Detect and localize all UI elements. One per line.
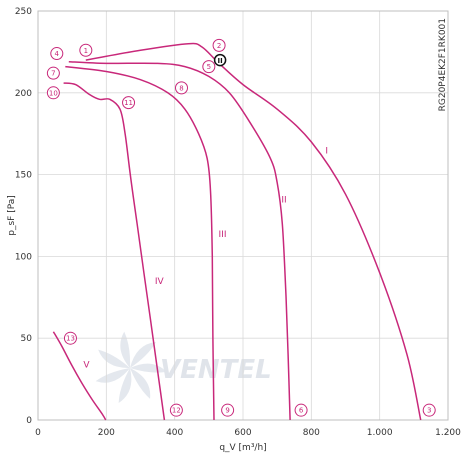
curve-label-V: V xyxy=(83,361,90,371)
marker-12: 12 xyxy=(169,403,183,417)
curve-I xyxy=(85,42,422,421)
marker-number: 7 xyxy=(51,70,55,78)
marker-circle xyxy=(50,47,64,61)
marker-circle xyxy=(79,43,93,57)
curve-label-IV: IV xyxy=(155,277,165,287)
x-tick-label: 800 xyxy=(303,428,320,438)
marker-4: 4 xyxy=(50,47,64,61)
watermark-text: VENTEL xyxy=(160,355,272,385)
marker-number: 10 xyxy=(49,89,58,97)
operating-point-circle xyxy=(213,53,227,67)
marker-circle xyxy=(63,331,77,345)
marker-9: 9 xyxy=(221,403,235,417)
marker-number: 3 xyxy=(427,407,431,415)
model-label: RG20P4EK2F1RK001 xyxy=(438,18,448,111)
marker-13: 13 xyxy=(63,331,77,345)
marker-number: 4 xyxy=(55,50,60,58)
x-tick-label: 1.000 xyxy=(367,428,393,438)
marker-circle xyxy=(212,38,226,52)
marker-5: 5 xyxy=(202,60,216,74)
y-tick-label: 250 xyxy=(15,7,32,17)
marker-number: 9 xyxy=(225,407,229,415)
marker-11: 11 xyxy=(122,96,136,110)
fan-blade xyxy=(120,331,131,368)
x-tick-label: 400 xyxy=(166,428,183,438)
marker-circle xyxy=(422,403,436,417)
y-axis-label: p_sF [Pa] xyxy=(7,195,17,236)
x-tick-labels: 0 200 400 600 800 1.000 1.200 xyxy=(35,428,461,438)
marker-circle xyxy=(46,86,60,100)
marker-number: 2 xyxy=(217,42,221,50)
x-tick-label: 0 xyxy=(35,428,41,438)
curve-label-I: I xyxy=(325,146,328,156)
marker-number: 6 xyxy=(299,407,304,415)
curve-label-III: III xyxy=(219,230,227,240)
marker-3: 3 xyxy=(422,403,436,417)
fan-blade xyxy=(130,368,151,399)
marker-8: 8 xyxy=(175,81,188,95)
x-axis-label: q_V [m³/h] xyxy=(219,443,266,453)
operating-point: II xyxy=(213,53,227,67)
marker-7: 7 xyxy=(46,66,60,80)
marker-circle xyxy=(46,66,60,80)
curve-label-II: II xyxy=(281,195,286,205)
marker-circle xyxy=(169,403,183,417)
plot-frame xyxy=(37,10,449,421)
marker-number: 1 xyxy=(84,47,88,55)
marker-10: 10 xyxy=(46,86,60,100)
curve-V xyxy=(52,331,107,421)
fan-blade xyxy=(130,342,156,368)
marker-number: 5 xyxy=(207,63,211,71)
y-tick-label: 200 xyxy=(15,89,32,99)
marker-2: 2 xyxy=(212,38,226,52)
marker-number: 11 xyxy=(124,99,133,107)
marker-number: 12 xyxy=(172,407,181,415)
marker-circle xyxy=(294,403,308,417)
fan-blade xyxy=(95,368,130,383)
marker-6: 6 xyxy=(294,403,308,417)
watermark: VENTEL xyxy=(95,331,272,403)
curve-III xyxy=(65,65,215,421)
curve-IV xyxy=(63,82,166,421)
y-tick-label: 0 xyxy=(26,416,32,426)
x-tick-label: 200 xyxy=(98,428,115,438)
marker-circle xyxy=(122,96,136,110)
x-tick-label: 600 xyxy=(234,428,251,438)
operating-point-label: II xyxy=(217,57,222,65)
marker-number: 8 xyxy=(179,84,183,92)
y-tick-label: 50 xyxy=(21,334,33,344)
fan-blade xyxy=(118,368,132,403)
grid xyxy=(37,10,449,421)
marker-circle xyxy=(221,403,235,417)
y-tick-labels: 0 50 100 150 200 250 xyxy=(15,7,32,426)
y-tick-label: 100 xyxy=(15,252,32,262)
x-tick-label: 1.200 xyxy=(435,428,461,438)
marker-1: 1 xyxy=(79,43,93,57)
marker-circle xyxy=(202,60,216,74)
curve-II xyxy=(68,60,291,421)
y-tick-label: 150 xyxy=(15,171,32,181)
marker-number: 13 xyxy=(66,335,75,343)
marker-circle xyxy=(175,81,188,95)
